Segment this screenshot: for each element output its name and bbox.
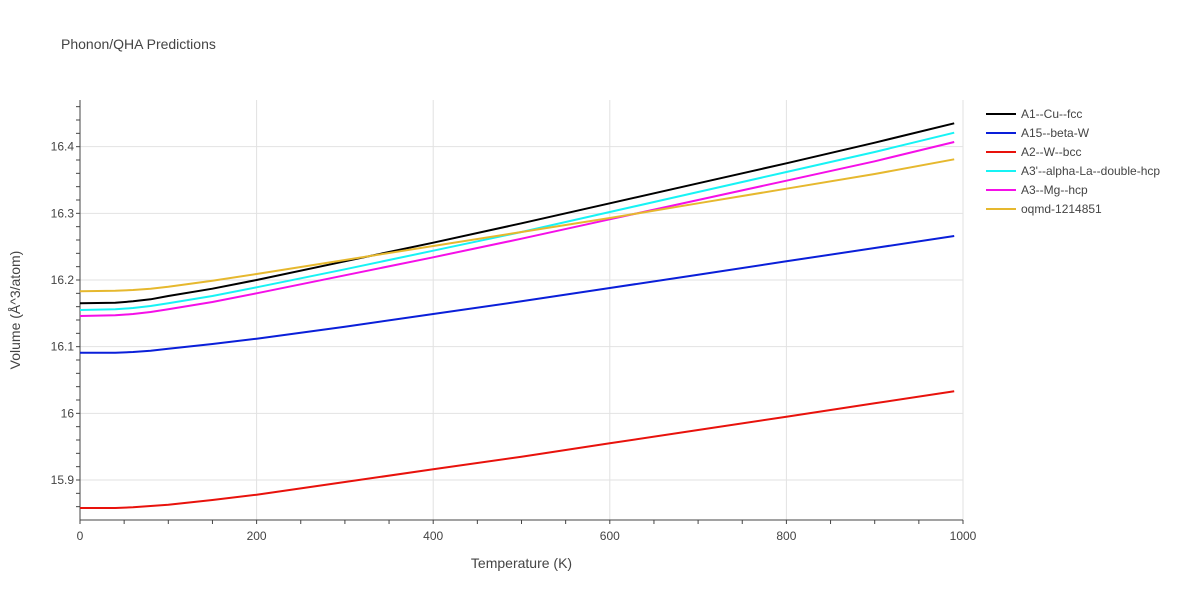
x-tick-label: 600 [600,529,620,543]
x-tick-label: 200 [247,529,267,543]
series-line-5[interactable] [79,158,955,293]
x-tick-label: 1000 [950,529,977,543]
plot-area [79,122,955,509]
x-tick-label: 400 [423,529,443,543]
legend-label: A2--W--bcc [1021,145,1081,159]
legend-item[interactable]: A1--Cu--fcc [986,107,1082,121]
chart-title: Phonon/QHA Predictions [61,36,216,52]
series-line-3[interactable] [79,131,955,311]
legend-item[interactable]: A3--Mg--hcp [986,183,1088,197]
legend-item[interactable]: oqmd-1214851 [986,202,1102,216]
series-line-4[interactable] [79,141,955,317]
y-tick-label: 16.4 [51,140,75,154]
y-tick-label: 16.1 [51,340,75,354]
legend-label: A15--beta-W [1021,126,1090,140]
x-tick-label: 800 [776,529,796,543]
legend[interactable]: A1--Cu--fcc A15--beta-W A2--W--bcc A3'--alp… [986,107,1160,216]
legend-item[interactable]: A2--W--bcc [986,145,1081,159]
grid [80,100,964,520]
x-tick-label: 0 [77,529,84,543]
legend-item[interactable]: A15--beta-W [986,126,1090,140]
series-line-2[interactable] [80,390,955,509]
y-tick-label: 16.3 [51,206,75,220]
legend-label: oqmd-1214851 [1021,202,1102,216]
series-line-1[interactable] [80,235,955,354]
y-tick-label: 16 [61,406,75,420]
series-line-0[interactable] [79,122,955,305]
legend-label: A3--Mg--hcp [1021,183,1088,197]
legend-label: A3'--alpha-La--double-hcp [1021,164,1160,178]
legend-item[interactable]: A3'--alpha-La--double-hcp [986,164,1160,178]
y-axis-title: Volume (Å^3/atom) [7,251,23,370]
y-tick-label: 15.9 [51,473,75,487]
y-tick-label: 16.2 [51,273,75,287]
legend-label: A1--Cu--fcc [1021,107,1082,121]
axes: 0 200 400 600 800 1000 15.9 16 16.1 16.2 16.3 16.4 [51,100,977,543]
x-axis-title: Temperature (K) [471,555,572,571]
